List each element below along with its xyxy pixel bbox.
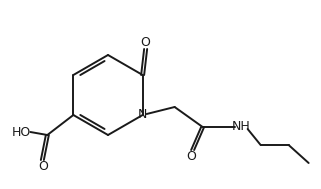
Text: N: N bbox=[138, 108, 147, 122]
Text: O: O bbox=[39, 160, 48, 174]
Text: HO: HO bbox=[12, 125, 31, 139]
Text: O: O bbox=[141, 36, 151, 49]
Text: NH: NH bbox=[231, 121, 250, 133]
Text: O: O bbox=[187, 150, 196, 163]
